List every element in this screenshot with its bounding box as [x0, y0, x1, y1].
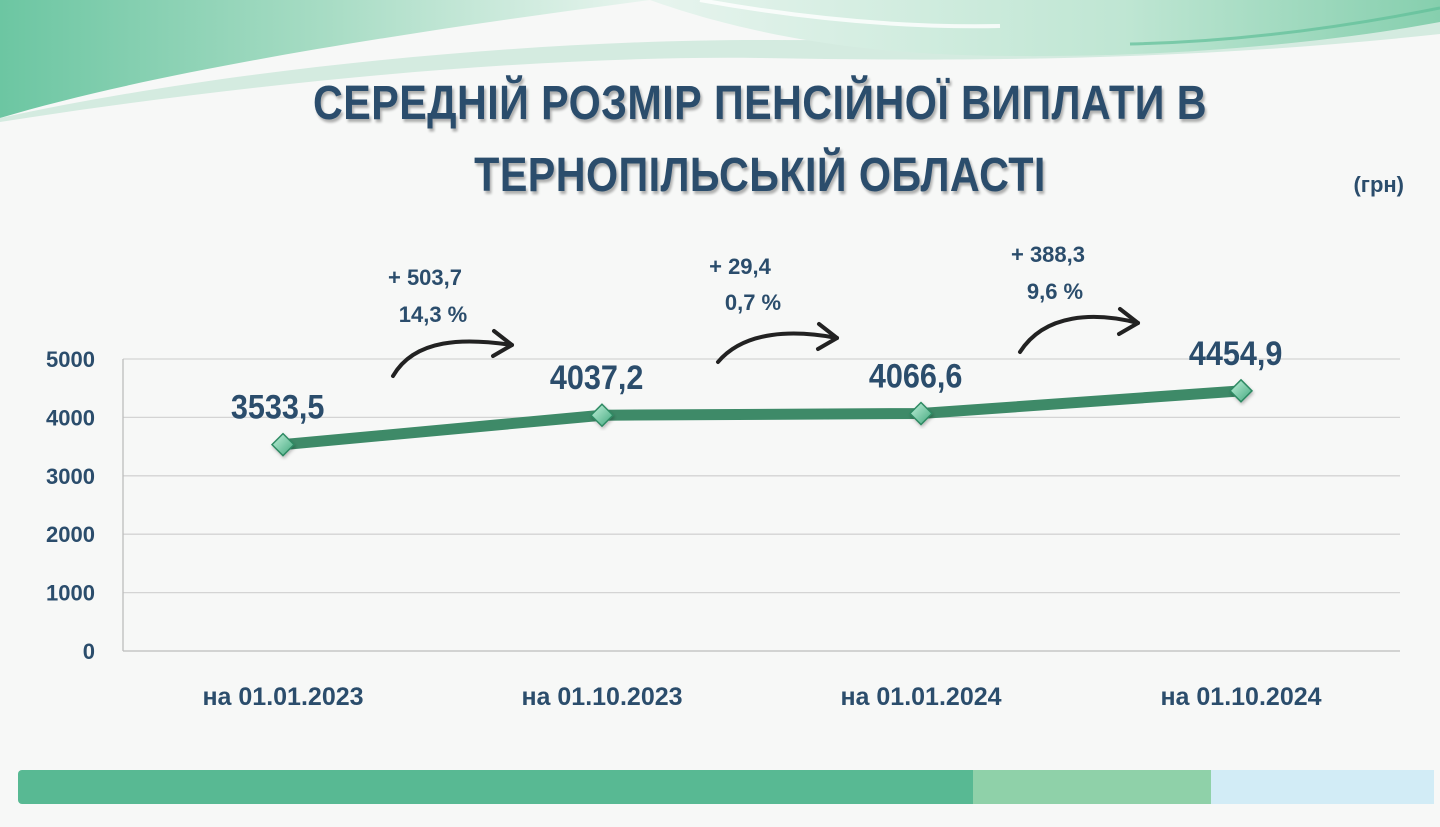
unit-label: (грн) — [1353, 172, 1404, 197]
y-tick-label: 2000 — [46, 522, 95, 547]
data-label: 3533,5 — [231, 388, 325, 426]
title-line-2: ТЕРНОПІЛЬСЬКІЙ ОБЛАСТІ — [474, 149, 1046, 202]
page-title: СЕРЕДНІЙ РОЗМІР ПЕНСІЙНОЇ ВИПЛАТИ В ТЕРН… — [296, 68, 1225, 212]
change-value-label: + 388,3 — [1011, 242, 1085, 267]
change-percent-label: 0,7 % — [725, 290, 781, 315]
x-axis-ticks: на 01.01.2023 на 01.10.2023 на 01.01.2024 н… — [202, 683, 1321, 711]
footer-bar-primary — [18, 770, 973, 804]
curved-arrow-icon — [1018, 314, 1140, 354]
curved-arrow-icon — [391, 339, 514, 378]
data-label: 4454,9 — [1189, 334, 1283, 372]
data-point-marker — [908, 401, 934, 426]
arrow-head-icon — [816, 322, 839, 351]
data-point-marker — [270, 432, 296, 457]
x-tick-label: на 01.01.2023 — [202, 683, 363, 711]
y-tick-label: 5000 — [46, 347, 95, 372]
y-tick-label: 0 — [83, 639, 95, 664]
change-percent-label: 14,3 % — [399, 302, 468, 327]
x-tick-label: на 01.10.2024 — [1160, 683, 1321, 711]
data-labels: 3533,5 4037,2 4066,6 4454,9 — [231, 334, 1283, 426]
x-tick-label: на 01.10.2023 — [521, 683, 682, 711]
arrow-head-icon — [1117, 307, 1140, 336]
data-point-marker — [1228, 378, 1254, 403]
series-line — [277, 385, 1247, 451]
change-value-label: + 29,4 — [709, 254, 772, 279]
change-value-label: + 503,7 — [388, 265, 462, 290]
curved-arrow-icon — [716, 331, 839, 364]
data-point-marker — [589, 403, 615, 428]
x-tick-label: на 01.01.2024 — [840, 683, 1001, 711]
y-tick-label: 1000 — [46, 581, 95, 606]
footer-bar-secondary — [973, 770, 1211, 804]
title-line-1: СЕРЕДНІЙ РОЗМІР ПЕНСІЙНОЇ ВИПЛАТИ В — [313, 77, 1207, 130]
chart-grid — [122, 358, 1400, 652]
data-label: 4037,2 — [550, 359, 644, 397]
change-percent-label: 9,6 % — [1027, 279, 1083, 304]
footer-bar-tertiary — [1211, 770, 1434, 804]
y-tick-label: 3000 — [46, 464, 95, 489]
change-annotations: + 503,7 14,3 % + 29,4 0,7 % + 388,3 9,6 % — [388, 242, 1140, 378]
arrow-head-icon — [491, 329, 514, 358]
series-markers — [270, 378, 1254, 457]
y-axis-ticks: 0 1000 2000 3000 4000 5000 — [46, 347, 95, 664]
y-tick-label: 4000 — [46, 405, 95, 430]
data-label: 4066,6 — [869, 357, 963, 395]
series-line-path — [277, 385, 1247, 451]
header-wave-decoration — [0, 0, 1440, 122]
